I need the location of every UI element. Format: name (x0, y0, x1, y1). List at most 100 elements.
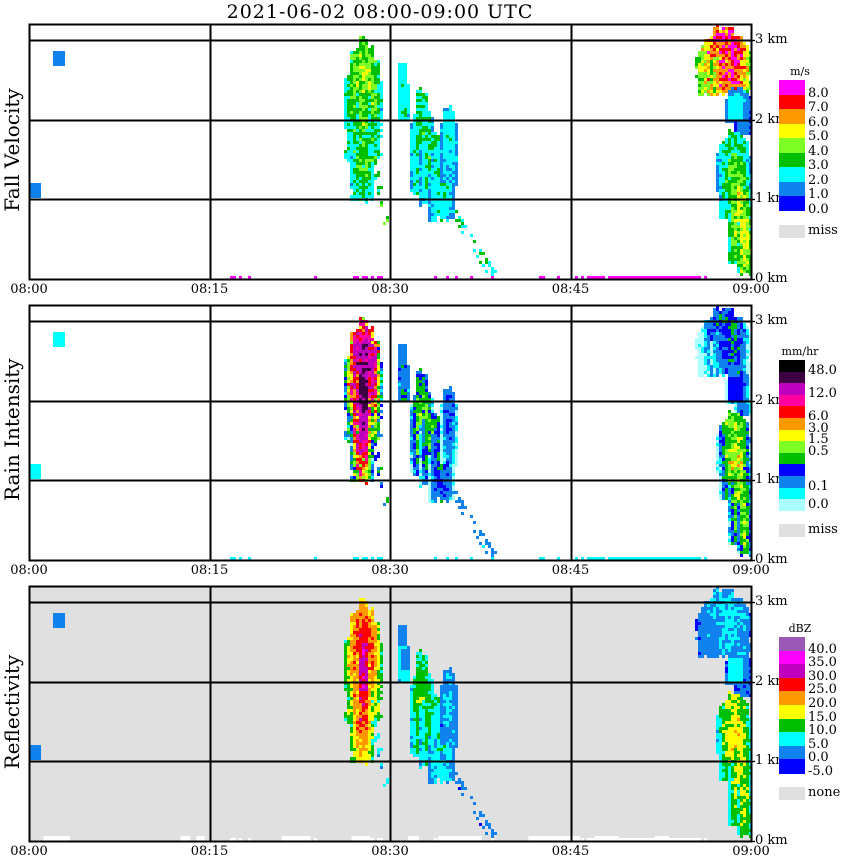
panel-reflectivity-xtick: 08:45 (551, 844, 590, 859)
colorbar-segment (779, 464, 805, 477)
panel-fall-velocity-xtick: 09:00 (732, 282, 770, 297)
colorbar-segment (779, 452, 805, 465)
colorbar-tick-label: 8.0 (808, 85, 829, 101)
colorbar-segment (779, 650, 805, 665)
colorbar-tick-label: 3.0 (808, 420, 829, 436)
colorbar-segment (779, 418, 805, 431)
panel-rain-intensity-plot-area (29, 305, 751, 560)
colorbar-extra-label: miss (808, 222, 838, 238)
colorbar-tick-label: 0.0 (808, 750, 829, 766)
colorbar-segment (779, 383, 805, 396)
panel-rain-intensity-xtick: 08:00 (10, 563, 48, 578)
colorbar-segment (779, 691, 805, 706)
colorbar-extra-swatch (779, 224, 805, 238)
colorbar-extra-label: miss (808, 521, 838, 537)
colorbar-segment (779, 394, 805, 407)
colorbar-segment (779, 371, 805, 384)
colorbar-tick-label: 20.0 (808, 696, 837, 711)
panel-reflectivity-xtick: 08:15 (190, 844, 229, 859)
panel-reflectivity-xtick: 09:00 (732, 844, 770, 859)
panel-reflectivity-ytick: 3 km (755, 593, 788, 609)
colorbar-tick-label: 6.0 (808, 409, 829, 424)
colorbar-tick-label: 0.0 (808, 497, 829, 513)
colorbar-segment (779, 476, 805, 489)
panel-fall-velocity-plot-area (29, 24, 751, 279)
colorbar-segment (779, 705, 805, 720)
colorbar-segment (779, 196, 805, 212)
colorbar-extra-label: none (808, 785, 841, 800)
colorbar-tick-label: 0.1 (808, 478, 829, 494)
panel-reflectivity-axis-label: Reflectivity (0, 654, 24, 769)
page-title: 2021-06-02 08:00-09:00 UTC (226, 1, 534, 23)
colorbar-tick-label: 5.0 (808, 736, 829, 752)
panel-fall-velocity-axis-label: Fall Velocity (0, 87, 24, 212)
colorbar-segment (779, 637, 805, 652)
panel-reflectivity-xtick: 08:30 (371, 844, 409, 859)
colorbar-segment (779, 167, 805, 183)
panel-fall-velocity-xtick: 08:15 (190, 282, 229, 297)
colorbar-segment (779, 138, 805, 154)
colorbar-segment (779, 152, 805, 168)
panel-rain-intensity-colorbar-title: mm/hr (781, 345, 819, 358)
colorbar-tick-label: 1.5 (808, 432, 829, 448)
colorbar-tick-label: 30.0 (808, 668, 837, 684)
colorbar-segment (779, 429, 805, 442)
colorbar-tick-label: 35.0 (808, 655, 837, 671)
panel-fall-velocity-ytick: 0 km (755, 271, 788, 286)
colorbar-tick-label: 1.0 (808, 187, 829, 202)
panel-rain-intensity-ytick: 0 km (755, 552, 788, 567)
colorbar-tick-label: 5.0 (808, 129, 829, 144)
colorbar-extra-swatch (779, 523, 805, 537)
colorbar-extra-swatch (779, 787, 805, 800)
panel-reflectivity-ytick: 0 km (755, 833, 788, 848)
colorbar-tick-label: 2.0 (808, 172, 829, 188)
colorbar-segment (779, 441, 805, 454)
panel-fall-velocity-colorbar-scale (779, 80, 805, 212)
colorbar-segment (779, 745, 805, 760)
panel-fall-velocity-colorbar-title: m/s (790, 65, 810, 78)
colorbar-tick-label: 10.0 (808, 723, 837, 739)
colorbar-tick-label: 40.0 (808, 641, 837, 657)
panel-fall-velocity-xtick: 08:00 (10, 282, 48, 297)
colorbar-segment (779, 181, 805, 197)
panel-reflectivity-colorbar-scale (779, 637, 805, 774)
colorbar-segment (779, 80, 805, 96)
colorbar-tick-label: 4.0 (808, 143, 829, 159)
panel-fall-velocity-ytick: 3 km (755, 31, 788, 47)
panel-reflectivity-xtick: 08:00 (10, 844, 48, 859)
colorbar-tick-label: -5.0 (808, 764, 834, 779)
colorbar-segment (779, 664, 805, 679)
colorbar-tick-label: 7.0 (808, 100, 829, 115)
panel-rain-intensity-xtick: 08:30 (371, 563, 409, 578)
colorbar-segment (779, 360, 805, 373)
panel-rain-intensity-ytick: 3 km (755, 312, 788, 328)
colorbar-segment (779, 109, 805, 125)
colorbar-tick-label: 0.5 (808, 443, 829, 459)
colorbar-tick-label: 25.0 (808, 682, 837, 698)
colorbar-tick-label: 15.0 (808, 709, 837, 725)
colorbar-tick-label: 12.0 (808, 385, 837, 401)
colorbar-tick-label: 48.0 (808, 362, 837, 378)
panel-reflectivity-plot-area (29, 586, 751, 841)
panel-fall-velocity-xtick: 08:30 (371, 282, 409, 297)
colorbar-segment (779, 487, 805, 500)
colorbar-segment (779, 123, 805, 139)
panel-fall-velocity-xtick: 08:45 (551, 282, 590, 297)
colorbar-segment (779, 677, 805, 692)
colorbar-segment (779, 499, 805, 512)
panel-rain-intensity-axis-label: Rain Intensity (0, 357, 24, 501)
colorbar-segment (779, 759, 805, 774)
panel-rain-intensity-xtick: 09:00 (732, 563, 770, 578)
colorbar-segment (779, 732, 805, 747)
panel-rain-intensity-colorbar-scale (779, 360, 805, 512)
colorbar-tick-label: 6.0 (808, 114, 829, 130)
panel-rain-intensity-xtick: 08:15 (190, 563, 229, 578)
colorbar-segment (779, 94, 805, 110)
panel-rain-intensity-xtick: 08:45 (551, 563, 590, 578)
colorbar-segment (779, 406, 805, 419)
panel-reflectivity-colorbar-title: dBZ (788, 622, 812, 635)
colorbar-segment (779, 718, 805, 733)
colorbar-tick-label: 0.0 (808, 201, 829, 217)
colorbar-tick-label: 3.0 (808, 158, 829, 173)
